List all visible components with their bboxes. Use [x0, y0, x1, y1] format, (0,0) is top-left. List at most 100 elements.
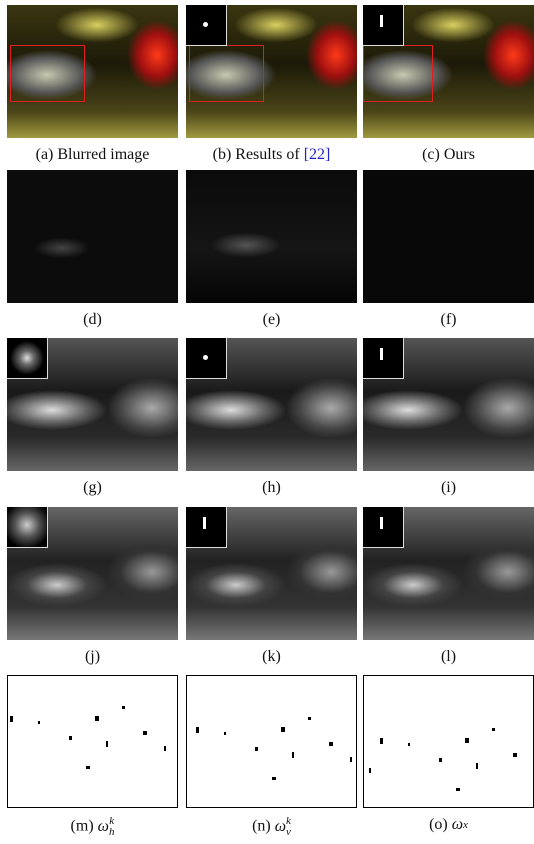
caption: (h) — [186, 479, 357, 497]
kernel-dot — [380, 517, 383, 529]
caption: (g) — [7, 479, 178, 497]
caption: (l) — [363, 648, 534, 666]
speck — [439, 758, 442, 762]
caption-label: (f) — [441, 311, 457, 328]
caption-label: (n) — [252, 818, 271, 835]
kernel-dot — [380, 15, 383, 27]
caption: (j) — [7, 648, 178, 666]
image — [7, 5, 178, 138]
image — [363, 338, 534, 471]
subscript: h — [109, 827, 115, 838]
speck — [86, 766, 90, 769]
speck — [465, 738, 469, 743]
speck — [95, 716, 99, 721]
speck — [380, 738, 383, 744]
kernel-inset — [363, 338, 404, 379]
caption: (f) — [363, 311, 534, 329]
caption: (b) Results of [22] — [186, 146, 357, 164]
kernel-dot — [380, 348, 383, 360]
speck — [106, 741, 108, 747]
kernel-dot — [203, 355, 208, 360]
kernel-dot — [203, 517, 206, 529]
highlight-box — [363, 45, 433, 102]
caption-label: (h) — [262, 479, 281, 496]
highlight-box — [189, 45, 264, 102]
image — [186, 338, 357, 471]
subscript: v — [286, 827, 291, 838]
caption-label: (a) Blurred image — [36, 146, 150, 163]
kernel-inset — [363, 5, 404, 46]
image — [186, 5, 357, 138]
caption-label: (e) — [263, 311, 281, 328]
speck — [281, 727, 285, 732]
kernel-inset — [186, 507, 227, 548]
speck — [292, 752, 294, 758]
caption-label: (k) — [262, 648, 281, 665]
speck — [38, 721, 40, 724]
speck — [476, 763, 478, 769]
caption: (e) — [186, 311, 357, 329]
speck — [369, 768, 371, 773]
speck — [143, 731, 147, 735]
image — [186, 170, 357, 303]
math-symbol: ω — [275, 818, 286, 835]
speck — [408, 743, 410, 746]
caption-label: (j) — [85, 648, 100, 665]
caption-label: (m) — [71, 818, 94, 835]
image — [186, 507, 357, 640]
speck — [196, 727, 199, 733]
speck — [224, 732, 226, 735]
image — [7, 507, 178, 640]
image — [7, 338, 178, 471]
kernel-dot — [203, 22, 208, 27]
speck — [350, 757, 352, 762]
highlight-box — [10, 45, 85, 102]
speck — [513, 753, 517, 757]
caption-label: (i) — [441, 479, 456, 496]
speck — [122, 706, 125, 709]
speck — [10, 716, 13, 722]
citation[interactable]: [22] — [304, 146, 331, 163]
speck — [69, 736, 72, 740]
image — [363, 675, 534, 808]
kernel-inset — [363, 507, 404, 548]
math-symbol: ω — [452, 816, 463, 833]
image — [363, 507, 534, 640]
image — [7, 170, 178, 303]
caption: (c) Ours — [363, 146, 534, 164]
caption-label: (c) Ours — [422, 146, 475, 163]
speck — [456, 788, 460, 791]
speck — [492, 728, 495, 731]
caption: (i) — [363, 479, 534, 497]
kernel-inset — [7, 338, 48, 379]
caption-label: (o) — [429, 816, 448, 833]
speck — [255, 747, 258, 751]
image — [7, 675, 178, 808]
superscript: x — [463, 820, 468, 831]
image — [186, 675, 357, 808]
caption-label: (g) — [83, 479, 102, 496]
speck — [164, 746, 166, 751]
figure: (a) Blurred image (b) Results of [22] (c) … — [0, 0, 534, 844]
caption: (d) — [7, 311, 178, 329]
scripts: x — [463, 820, 468, 831]
image — [363, 5, 534, 138]
kernel-inset — [186, 338, 227, 379]
caption: (a) Blurred image — [7, 146, 178, 164]
caption-label: (l) — [441, 648, 456, 665]
caption-label: (d) — [83, 311, 102, 328]
math-symbol: ω — [98, 818, 109, 835]
caption-label: (b) Results of — [213, 146, 304, 163]
speck — [329, 742, 333, 746]
speck — [272, 777, 276, 780]
speck — [308, 717, 311, 720]
caption: (k) — [186, 648, 357, 666]
